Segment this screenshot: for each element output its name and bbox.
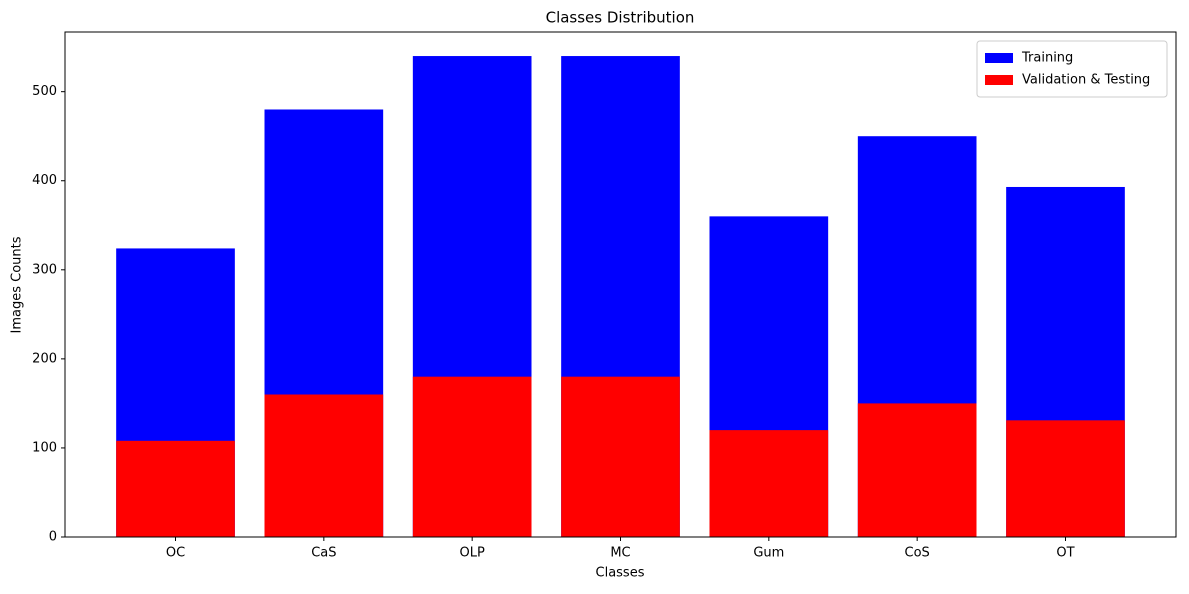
x-tick-label: CoS	[905, 546, 930, 561]
bar	[1006, 420, 1125, 537]
bar	[264, 394, 384, 537]
legend-swatch	[985, 53, 1013, 63]
bar	[709, 430, 829, 537]
bar	[116, 440, 235, 537]
x-tick-label: OLP	[460, 546, 485, 561]
y-tick-label: 500	[32, 84, 57, 99]
legend-swatch	[985, 75, 1013, 85]
chart-title: Classes Distribution	[546, 9, 695, 27]
x-tick-label: OC	[166, 546, 185, 561]
legend-label: Validation & Testing	[1022, 73, 1150, 88]
plot-frame	[64, 31, 1177, 538]
x-tick-label: MC	[610, 546, 630, 561]
y-axis-label: Images Counts	[10, 236, 25, 333]
x-tick-label: OT	[1056, 546, 1074, 561]
x-tick-label: Gum	[753, 546, 784, 561]
y-tick-label: 200	[32, 351, 57, 366]
legend-box	[976, 40, 1168, 98]
y-tick-label: 0	[49, 530, 57, 545]
y-tick-label: 300	[32, 262, 57, 277]
x-tick-label: CaS	[311, 546, 336, 561]
x-axis-label: Classes	[596, 566, 645, 581]
y-tick-label: 100	[32, 440, 57, 455]
bar	[857, 403, 977, 537]
legend-label: Training	[1021, 51, 1073, 66]
bar	[561, 376, 680, 537]
bar	[412, 376, 532, 537]
y-tick-label: 400	[32, 173, 57, 188]
